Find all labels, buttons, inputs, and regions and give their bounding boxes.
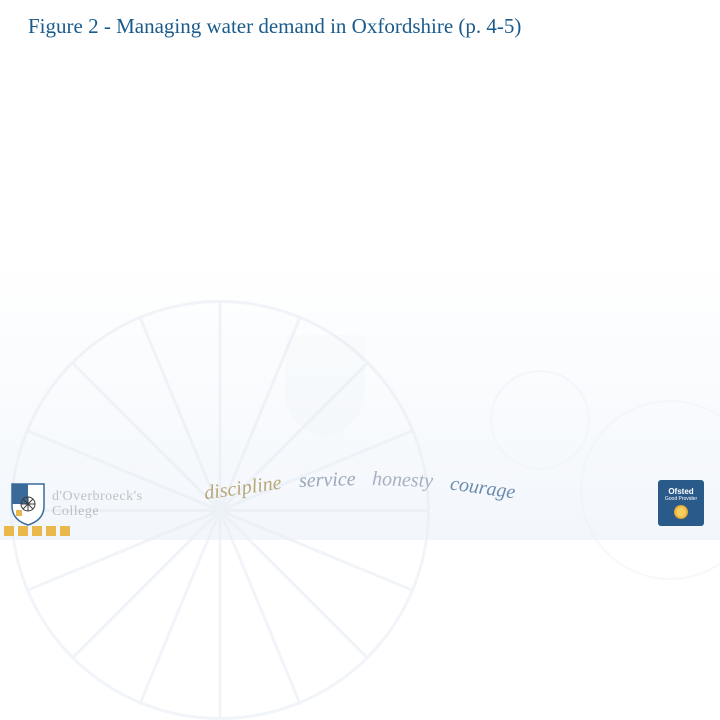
- ofsted-sub: Good Provider: [665, 497, 697, 502]
- school-badge: d'Overbroeck's College: [10, 482, 143, 526]
- watermark-shield: [280, 330, 370, 440]
- motto-word-4: courage: [449, 473, 517, 505]
- school-name: d'Overbroeck's College: [52, 489, 143, 520]
- school-name-line1: d'Overbroeck's: [52, 489, 143, 504]
- footer-dots: [4, 526, 70, 536]
- ofsted-badge: Ofsted Good Provider: [658, 480, 704, 526]
- slide-title: Figure 2 - Managing water demand in Oxfo…: [28, 14, 521, 39]
- award-icon: [674, 505, 688, 519]
- ofsted-brand: Ofsted: [668, 488, 693, 496]
- watermark-circle-1: [490, 370, 590, 470]
- school-name-line2: College: [52, 504, 143, 519]
- shield-icon: [10, 482, 46, 526]
